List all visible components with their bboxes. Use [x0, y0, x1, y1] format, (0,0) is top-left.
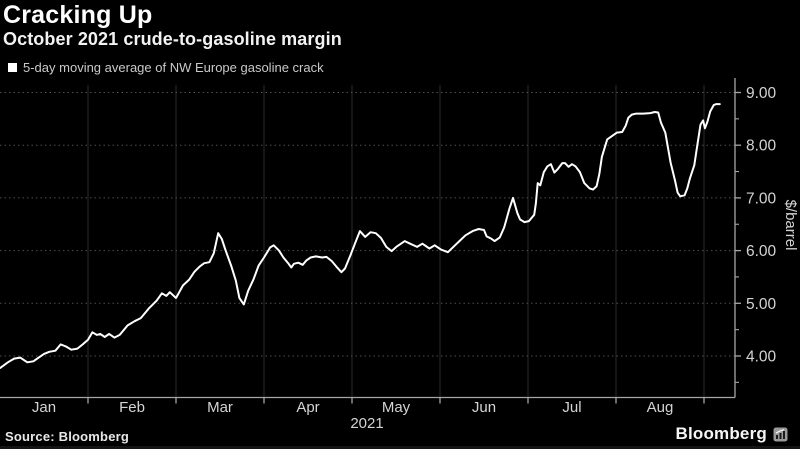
legend-swatch-icon — [8, 63, 17, 72]
y-tick-label: 9.00 — [746, 85, 777, 102]
chart-subtitle: October 2021 crude-to-gasoline margin — [3, 29, 342, 49]
bloomberg-terminal-icon — [773, 427, 788, 441]
y-tick-label: 7.00 — [746, 190, 777, 207]
month-label: May — [382, 399, 411, 416]
month-label: Feb — [119, 399, 145, 416]
bloomberg-logo-text: Bloomberg — [675, 424, 767, 443]
month-label: Apr — [296, 399, 319, 416]
year-label: 2021 — [350, 415, 383, 432]
y-tick-label: 4.00 — [746, 349, 777, 366]
chart-title: Cracking Up — [3, 1, 153, 29]
source-text: Source: Bloomberg — [5, 429, 130, 444]
legend: 5-day moving average of NW Europe gasoli… — [8, 60, 324, 75]
month-label: Jun — [472, 399, 496, 416]
bloomberg-logo: Bloomberg — [675, 424, 788, 444]
y-tick-label: 5.00 — [746, 296, 777, 313]
price-line — [0, 103, 721, 370]
month-label: Mar — [207, 399, 233, 416]
y-tick-label: 6.00 — [746, 243, 777, 260]
month-label: Jan — [32, 399, 56, 416]
month-label: Jul — [562, 399, 581, 416]
y-axis-title: $/barrel — [782, 200, 799, 251]
y-tick-label: 8.00 — [746, 138, 777, 155]
legend-label: 5-day moving average of NW Europe gasoli… — [23, 60, 324, 75]
month-label: Aug — [647, 399, 674, 416]
